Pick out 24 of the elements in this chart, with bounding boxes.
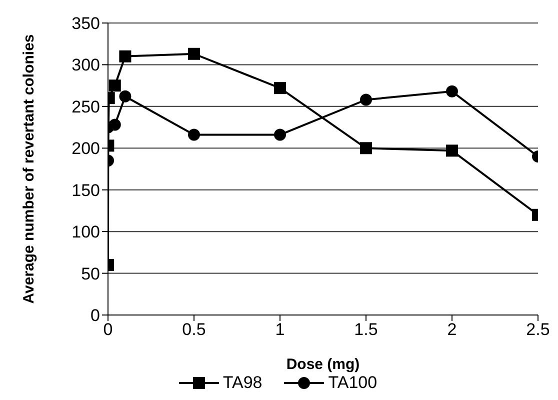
x-tick-label: 2 — [447, 320, 457, 340]
x-axis-title: Dose (mg) — [286, 356, 360, 373]
y-axis-title: Average number of revertant colonies — [20, 34, 38, 304]
x-tick-label: 0.5 — [182, 320, 206, 340]
x-tick-label: 1.5 — [354, 320, 378, 340]
y-tick-label: 50 — [81, 264, 100, 284]
point — [274, 128, 286, 141]
x-tick-label: 0 — [103, 320, 113, 340]
x-tick-label: 1 — [275, 320, 285, 340]
legend-label: TA100 — [328, 373, 378, 393]
x-tick-label: 2.5 — [526, 320, 550, 340]
point — [360, 94, 372, 106]
point — [188, 128, 200, 141]
y-tick-label: 250 — [72, 97, 100, 116]
point — [360, 142, 372, 154]
y-tick-label: 200 — [72, 139, 100, 158]
y-tick-label: 300 — [72, 56, 100, 75]
point — [274, 82, 286, 94]
y-tick-label: 100 — [72, 222, 100, 242]
y-tick-label: 150 — [72, 180, 100, 200]
y-tick-label: 0 — [90, 306, 100, 326]
y-tick-label: 350 — [72, 14, 100, 34]
point — [188, 48, 200, 60]
legend-label: TA98 — [222, 373, 262, 393]
